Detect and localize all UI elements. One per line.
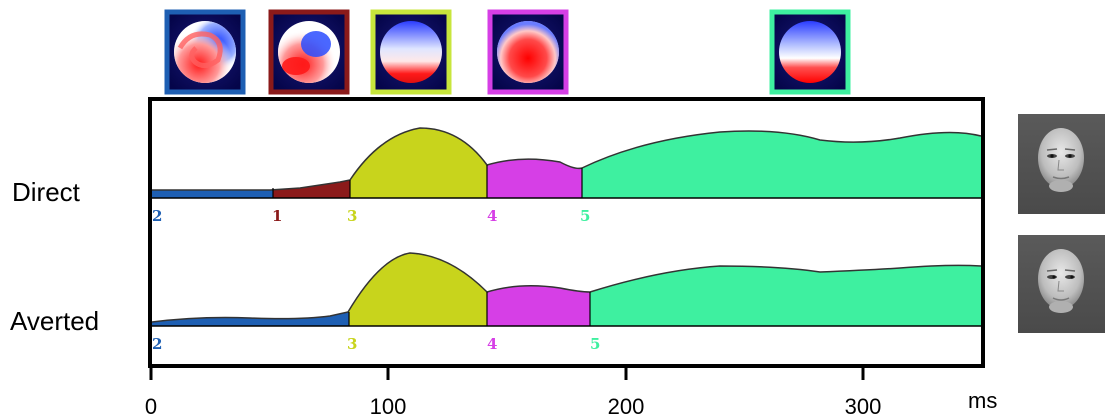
topomap-5: [769, 9, 851, 95]
x-axis: [149, 366, 865, 380]
face-averted: [1018, 235, 1105, 333]
x-tick-label-200: 200: [608, 394, 645, 419]
x-axis-unit: ms: [968, 388, 997, 413]
topomap-2: [164, 9, 246, 95]
direct-label-2: 2: [152, 207, 162, 225]
topomap-4: [487, 9, 569, 95]
averted-label-5: 5: [590, 335, 600, 353]
x-tick-label-100: 100: [370, 394, 407, 419]
x-tick-label-300: 300: [845, 394, 882, 419]
averted-label-3: 3: [347, 335, 357, 353]
direct-label-1: 1: [272, 207, 282, 225]
direct-label-4: 4: [487, 207, 497, 225]
direct-label-5: 5: [580, 207, 590, 225]
topomap-3: [370, 9, 452, 95]
averted-label-2: 2: [152, 335, 162, 353]
direct-label-3: 3: [347, 207, 357, 225]
topomap-1: [268, 9, 350, 95]
face-direct: [1018, 114, 1105, 214]
direct-condition-label: Direct: [12, 177, 81, 207]
averted-condition-label: Averted: [10, 306, 99, 336]
x-tick-label-0: 0: [145, 394, 157, 419]
averted-label-4: 4: [487, 335, 497, 353]
